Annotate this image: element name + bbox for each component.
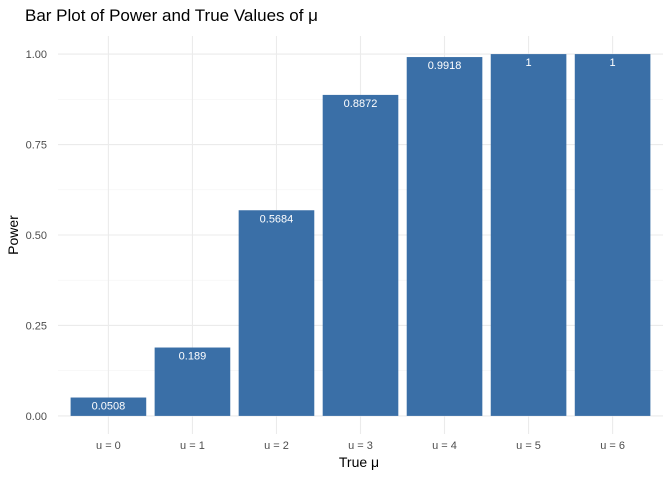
bar-value-label: 1 [610,57,616,69]
x-axis-title: True μ [339,454,379,470]
x-tick-label: u = 0 [96,440,121,452]
bar [490,54,567,416]
x-tick-label: u = 2 [264,440,289,452]
bar [70,397,147,416]
bar-value-label: 0.9918 [428,60,462,72]
bar-value-label: 0.5684 [260,213,294,225]
bar-value-label: 1 [525,57,531,69]
chart-title: Bar Plot of Power and True Values of μ [25,6,318,25]
bar-value-label: 0.8872 [344,98,378,110]
y-tick-label: 0.25 [26,320,47,332]
bar-value-label: 0.0508 [92,401,126,413]
x-tick-label: u = 6 [600,440,625,452]
y-axis-ticks: 0.00 0.25 0.50 0.75 1.00 [26,49,47,423]
y-tick-label: 0.00 [26,411,47,423]
bar-value-label: 0.189 [179,351,207,363]
y-axis-title: Power [5,215,21,255]
bar [238,210,315,416]
x-tick-label: u = 4 [432,440,457,452]
y-tick-label: 1.00 [26,49,47,61]
x-tick-label: u = 1 [180,440,205,452]
bar [154,347,231,416]
bar [574,54,651,416]
x-axis-ticks: u = 0 u = 1 u = 2 u = 3 u = 4 u = 5 u = 6 [96,440,625,452]
y-tick-label: 0.50 [26,230,47,242]
x-tick-label: u = 5 [516,440,541,452]
bar [406,57,483,416]
bars [70,54,651,416]
bar [322,94,399,416]
y-tick-label: 0.75 [26,140,47,152]
x-tick-label: u = 3 [348,440,373,452]
bar-value-labels: 0.0508 0.189 0.5684 0.8872 0.9918 1 1 [92,57,616,412]
